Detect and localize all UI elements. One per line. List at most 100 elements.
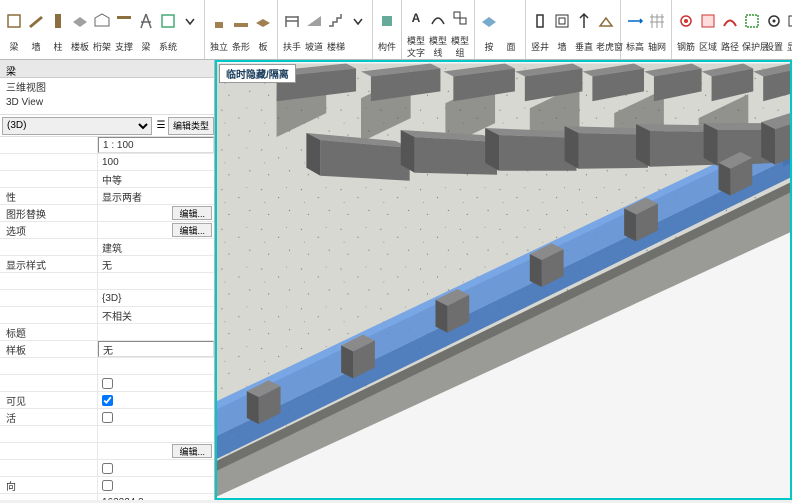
slab-icon [254, 12, 272, 30]
property-checkbox[interactable] [102, 463, 113, 474]
property-value[interactable] [98, 409, 214, 425]
template-button[interactable] [92, 5, 112, 37]
property-value [98, 324, 214, 340]
path-icon [721, 12, 739, 30]
3d-canvas[interactable] [217, 62, 790, 498]
comp-button[interactable] [348, 5, 368, 37]
wall-button[interactable] [4, 5, 24, 37]
wall-icon [5, 12, 23, 30]
view-selector[interactable]: (3D) [2, 117, 152, 135]
mgrp-icon [451, 9, 469, 27]
property-row [0, 426, 214, 443]
shaft-button[interactable] [530, 5, 550, 37]
mtext-icon: A [407, 9, 425, 27]
column-button[interactable] [48, 5, 68, 37]
ribbon-label: 保护层 [742, 40, 762, 58]
slab-button[interactable] [253, 5, 273, 37]
wo-button[interactable] [552, 5, 572, 37]
part-button[interactable] [377, 5, 397, 37]
property-row: 样板无 [0, 341, 214, 358]
column-icon [49, 12, 67, 30]
property-value[interactable]: 编辑... [98, 205, 214, 221]
property-value[interactable] [98, 392, 214, 408]
ribbon-label [348, 40, 368, 58]
property-value[interactable]: 编辑... [98, 443, 214, 459]
property-value[interactable] [98, 477, 214, 493]
vert-button[interactable] [574, 5, 594, 37]
mline-button[interactable] [428, 2, 448, 34]
sys-icon [159, 12, 177, 30]
ribbon-label: 坡道 [304, 40, 324, 58]
property-checkbox[interactable] [102, 378, 113, 389]
property-value[interactable] [98, 375, 214, 391]
property-label [0, 443, 98, 459]
floor-icon [71, 12, 89, 30]
filter-icon[interactable]: ☰ [154, 120, 168, 131]
property-edit-button[interactable]: 编辑... [172, 223, 212, 237]
lvl-button[interactable] [625, 5, 645, 37]
wo-icon [553, 12, 571, 30]
comp-icon [349, 12, 367, 30]
mtext-button[interactable]: A [406, 2, 426, 34]
property-row: 建筑 [0, 239, 214, 256]
property-edit-button[interactable]: 编辑... [172, 206, 212, 220]
sys-button[interactable] [158, 5, 178, 37]
disp-button[interactable] [786, 5, 792, 37]
ribbon-label: 墙 [26, 40, 46, 58]
rebar-button[interactable] [676, 5, 696, 37]
property-row [0, 375, 214, 392]
sysdd-icon [181, 12, 199, 30]
floor-button[interactable] [70, 5, 90, 37]
ribbon-label: 系统 [158, 40, 178, 58]
property-row [0, 460, 214, 477]
property-edit-button[interactable]: 编辑... [172, 444, 212, 458]
stair-button[interactable] [326, 5, 346, 37]
ribbon-label: 老虎窗 [596, 40, 616, 58]
property-checkbox[interactable] [102, 412, 113, 423]
mgrp-button[interactable] [450, 2, 470, 34]
ribbon-label: 轴网 [647, 40, 667, 58]
edit-type-button[interactable]: 编辑类型 [168, 117, 214, 135]
property-value[interactable]: 编辑... [98, 222, 214, 238]
ceiling-button[interactable] [114, 5, 134, 37]
property-value[interactable] [98, 460, 214, 476]
ribbon-label: 独立 [209, 40, 229, 58]
grd-button[interactable] [647, 5, 667, 37]
ribbon-label: 楼板 [70, 40, 90, 58]
property-checkbox[interactable] [102, 480, 113, 491]
strip-button[interactable] [231, 5, 251, 37]
3d-viewport[interactable]: 临时隐藏/隔离 [215, 60, 792, 500]
support-button[interactable] [136, 5, 156, 37]
property-value[interactable]: 1 : 100 [98, 137, 214, 153]
prot-button[interactable] [742, 5, 762, 37]
area-button[interactable] [698, 5, 718, 37]
property-value: 显示两者 [98, 188, 214, 204]
ceiling-icon [115, 12, 133, 30]
ribbon-group: 构件 [373, 0, 402, 59]
slope-button[interactable] [304, 5, 324, 37]
mline-icon [429, 9, 447, 27]
rail-button[interactable] [282, 5, 302, 37]
view-info: 三维视图 3D View [0, 78, 214, 115]
ribbon-label [180, 40, 200, 58]
dorm-button[interactable] [596, 5, 616, 37]
stair-icon [327, 12, 345, 30]
ribbon-group: 按面 [475, 0, 526, 59]
path-button[interactable] [720, 5, 740, 37]
beam-button[interactable] [26, 5, 46, 37]
property-label [0, 290, 98, 306]
property-label [0, 273, 98, 289]
ribbon-group: A模型模型模型文字线组 [402, 0, 475, 59]
face-button[interactable] [479, 5, 499, 37]
property-checkbox[interactable] [102, 395, 113, 406]
set-button[interactable] [764, 5, 784, 37]
ribbon-label: 构件 [377, 40, 397, 58]
property-label: 向 [0, 477, 98, 493]
sysdd-button[interactable] [180, 5, 200, 37]
indep-button[interactable] [209, 5, 229, 37]
view-selector-row: (3D) ☰ 编辑类型 [0, 115, 214, 137]
property-value[interactable]: 无 [98, 341, 214, 357]
property-value [98, 273, 214, 289]
property-value [98, 426, 214, 442]
properties-panel: 梁 三维视图 3D View (3D) ☰ 编辑类型 1 : 100100中等性… [0, 60, 215, 500]
